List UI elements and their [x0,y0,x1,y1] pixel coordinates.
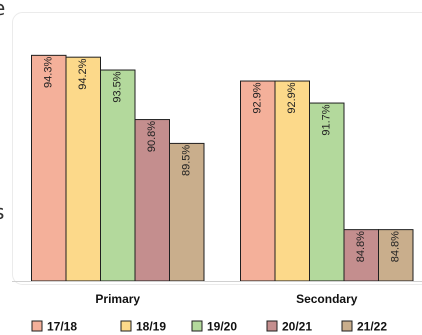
legend-swatch-18-19 [120,320,132,332]
legend-label-21-22: 21/22 [357,320,387,334]
bar-secondary-21-22 [378,229,414,282]
bar-primary-21-22 [169,142,205,282]
legend-label-19-20: 19/20 [207,320,237,334]
legend-swatch-20-21 [266,320,278,332]
data-label-primary-17-18: 94.3% [43,57,55,88]
bar-primary-20-21 [134,119,170,282]
data-label-secondary-21-22: 84.8% [390,231,402,262]
data-label-primary-20-21: 90.8% [146,121,158,152]
data-label-primary-19-20: 93.5% [112,71,124,102]
bar-primary-18-19 [65,56,101,282]
bar-primary-17-18 [31,54,67,282]
data-label-primary-21-22: 89.5% [181,145,193,176]
legend-label-18-19: 18/19 [136,320,166,334]
category-label-primary: Primary [95,292,140,306]
bar-secondary-17-18 [240,80,276,282]
data-label-secondary-18-19: 92.9% [286,82,298,113]
bar-secondary-18-19 [274,80,310,282]
legend-label-17-18: 17/18 [47,320,77,334]
data-label-secondary-19-20: 91.7% [321,104,333,135]
legend-swatch-17-18 [31,320,43,332]
clipped-letter-top: e [0,0,5,18]
clipped-letter-middle: s [0,202,4,222]
data-label-primary-18-19: 94.2% [77,58,89,89]
legend-label-20-21: 20/21 [282,320,312,334]
legend-swatch-19-20 [191,320,203,332]
category-label-secondary: Secondary [296,292,358,306]
legend-swatch-21-22 [341,320,353,332]
data-label-secondary-17-18: 92.9% [252,82,264,113]
data-label-secondary-20-21: 84.8% [355,231,367,262]
